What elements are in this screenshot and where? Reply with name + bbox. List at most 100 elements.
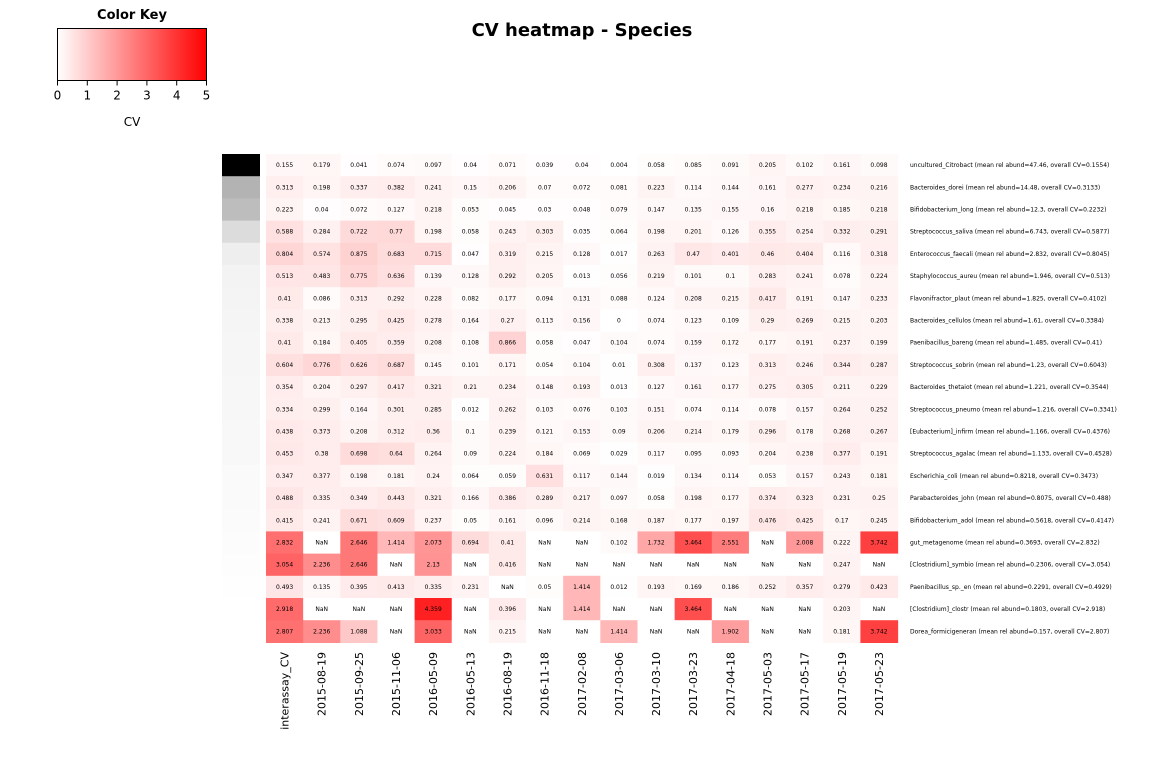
cell-value-label: NaN (687, 628, 700, 635)
heatmap-cell (488, 575, 527, 599)
cell-value-label: NaN (390, 562, 403, 569)
heatmap-cell (488, 331, 527, 355)
heatmap-cell (414, 464, 453, 488)
row-label: [Eubacterium]_infirm (mean rel abund=1.1… (910, 429, 1110, 436)
cell-value-label: NaN (650, 562, 663, 569)
heatmap-cell (266, 487, 304, 510)
heatmap-cell (786, 553, 824, 577)
heatmap-cell (600, 309, 639, 333)
heatmap-cell (488, 398, 527, 421)
cell-value-label: 1.732 (647, 540, 664, 547)
row-side-color (222, 353, 260, 377)
heatmap-cell (600, 620, 639, 643)
heatmap-cell (600, 464, 639, 488)
heatmap-cell (637, 509, 676, 532)
column-labels: interassay_CV 2015-08-19 2015-09-25 2015-11… (279, 652, 886, 730)
heatmap-cell (526, 398, 564, 421)
heatmap-cell (266, 242, 304, 266)
cell-value-label: NaN (464, 606, 477, 613)
heatmap-cell (860, 442, 899, 466)
heatmap-cell (823, 287, 861, 310)
cell-value-label: 0.417 (387, 384, 404, 391)
cell-value-label: 3.464 (685, 606, 702, 613)
cell-value-label: 0.206 (647, 429, 664, 436)
cell-value-label: 0.128 (462, 273, 479, 280)
heatmap-cell (860, 309, 899, 333)
column-label: 2015-11-06 (390, 652, 403, 716)
heatmap-cell (600, 242, 639, 266)
row-side-color-bar (222, 154, 260, 643)
row-label: uncultured_Citrobact (mean rel abund=47.… (910, 162, 1109, 169)
heatmap-cell (748, 331, 787, 355)
heatmap-cell (563, 265, 601, 288)
heatmap-cell (303, 575, 341, 599)
column-label: 2017-05-03 (762, 652, 775, 716)
heatmap-cell (526, 353, 564, 377)
cell-value-label: 0.245 (870, 517, 887, 524)
heatmap-cell (303, 509, 341, 532)
heatmap-cell (340, 176, 379, 199)
heatmap-cell (266, 531, 304, 555)
heatmap-cell (823, 575, 861, 599)
cell-value-label: 0.219 (647, 273, 664, 280)
cell-value-label: NaN (575, 562, 588, 569)
heatmap-cell (637, 176, 676, 199)
cell-value-label: 0.27 (501, 318, 515, 325)
heatmap-cell (526, 242, 564, 266)
cell-value-label: 0.671 (350, 517, 367, 524)
cell-value-label: 0.171 (499, 362, 516, 369)
cell-value-label: 0.103 (610, 406, 627, 413)
heatmap-cell (377, 598, 416, 621)
cell-value-label: 0.191 (870, 451, 887, 458)
cell-value-label: 0.279 (833, 584, 850, 591)
cell-value-label: 2.832 (276, 540, 293, 547)
heatmap-cell (674, 154, 713, 177)
heatmap-cell (674, 553, 713, 577)
heatmap-cell (563, 154, 601, 177)
cell-value-label: 0.128 (573, 251, 590, 258)
cell-value-label: NaN (650, 606, 663, 613)
heatmap-cell (860, 376, 899, 399)
cell-value-label: 0.338 (276, 318, 293, 325)
heatmap-cell (674, 442, 713, 466)
cell-value-label: 0.775 (350, 273, 367, 280)
heatmap-cell (451, 620, 490, 643)
heatmap-cell (711, 198, 750, 222)
cell-value-label: 0.201 (685, 229, 702, 236)
cell-value-label: 0.349 (350, 495, 367, 502)
cell-value-label: 0.231 (833, 495, 850, 502)
heatmap-cell (637, 420, 676, 444)
heatmap-cell (526, 265, 564, 288)
heatmap-cell (860, 353, 899, 377)
cell-value-label: 0.278 (425, 318, 442, 325)
cell-value-label: 0.109 (722, 318, 739, 325)
column-label: 2016-11-18 (539, 652, 552, 716)
cell-value-label: 0.199 (870, 340, 887, 347)
heatmap-cell (414, 331, 453, 355)
cell-value-label: 0.161 (499, 517, 516, 524)
row-label: Paenibacillus_sp._en (mean rel abund=0.2… (910, 584, 1112, 591)
cell-value-label: 0.074 (387, 162, 404, 169)
heatmap-cell (748, 154, 787, 177)
heatmap-cell (451, 154, 490, 177)
heatmap-cell (748, 287, 787, 310)
heatmap-cell (303, 620, 341, 643)
row-label: [Clostridium]_clostr (mean rel abund=0.1… (910, 606, 1105, 613)
cell-value-label: 0.085 (685, 162, 702, 169)
cell-value-label: 0.243 (499, 229, 516, 236)
cell-value-label: 0.284 (313, 229, 330, 236)
cell-value-label: NaN (761, 540, 774, 547)
heatmap-cell (674, 220, 713, 244)
row-side-color (222, 242, 260, 266)
cell-value-label: 0.079 (610, 207, 627, 214)
cell-value-label: 0.064 (462, 473, 479, 480)
heatmap-cell (786, 220, 824, 244)
color-key-xlabel: CV (124, 115, 141, 129)
heatmap-cell (526, 531, 564, 555)
heatmap-cell (303, 553, 341, 577)
heatmap-cell (786, 398, 824, 421)
cell-value-label: 0.318 (870, 251, 887, 258)
heatmap-cell (711, 353, 750, 377)
cell-value-label: 0.41 (278, 295, 292, 302)
cell-value-label: 0.395 (350, 584, 367, 591)
